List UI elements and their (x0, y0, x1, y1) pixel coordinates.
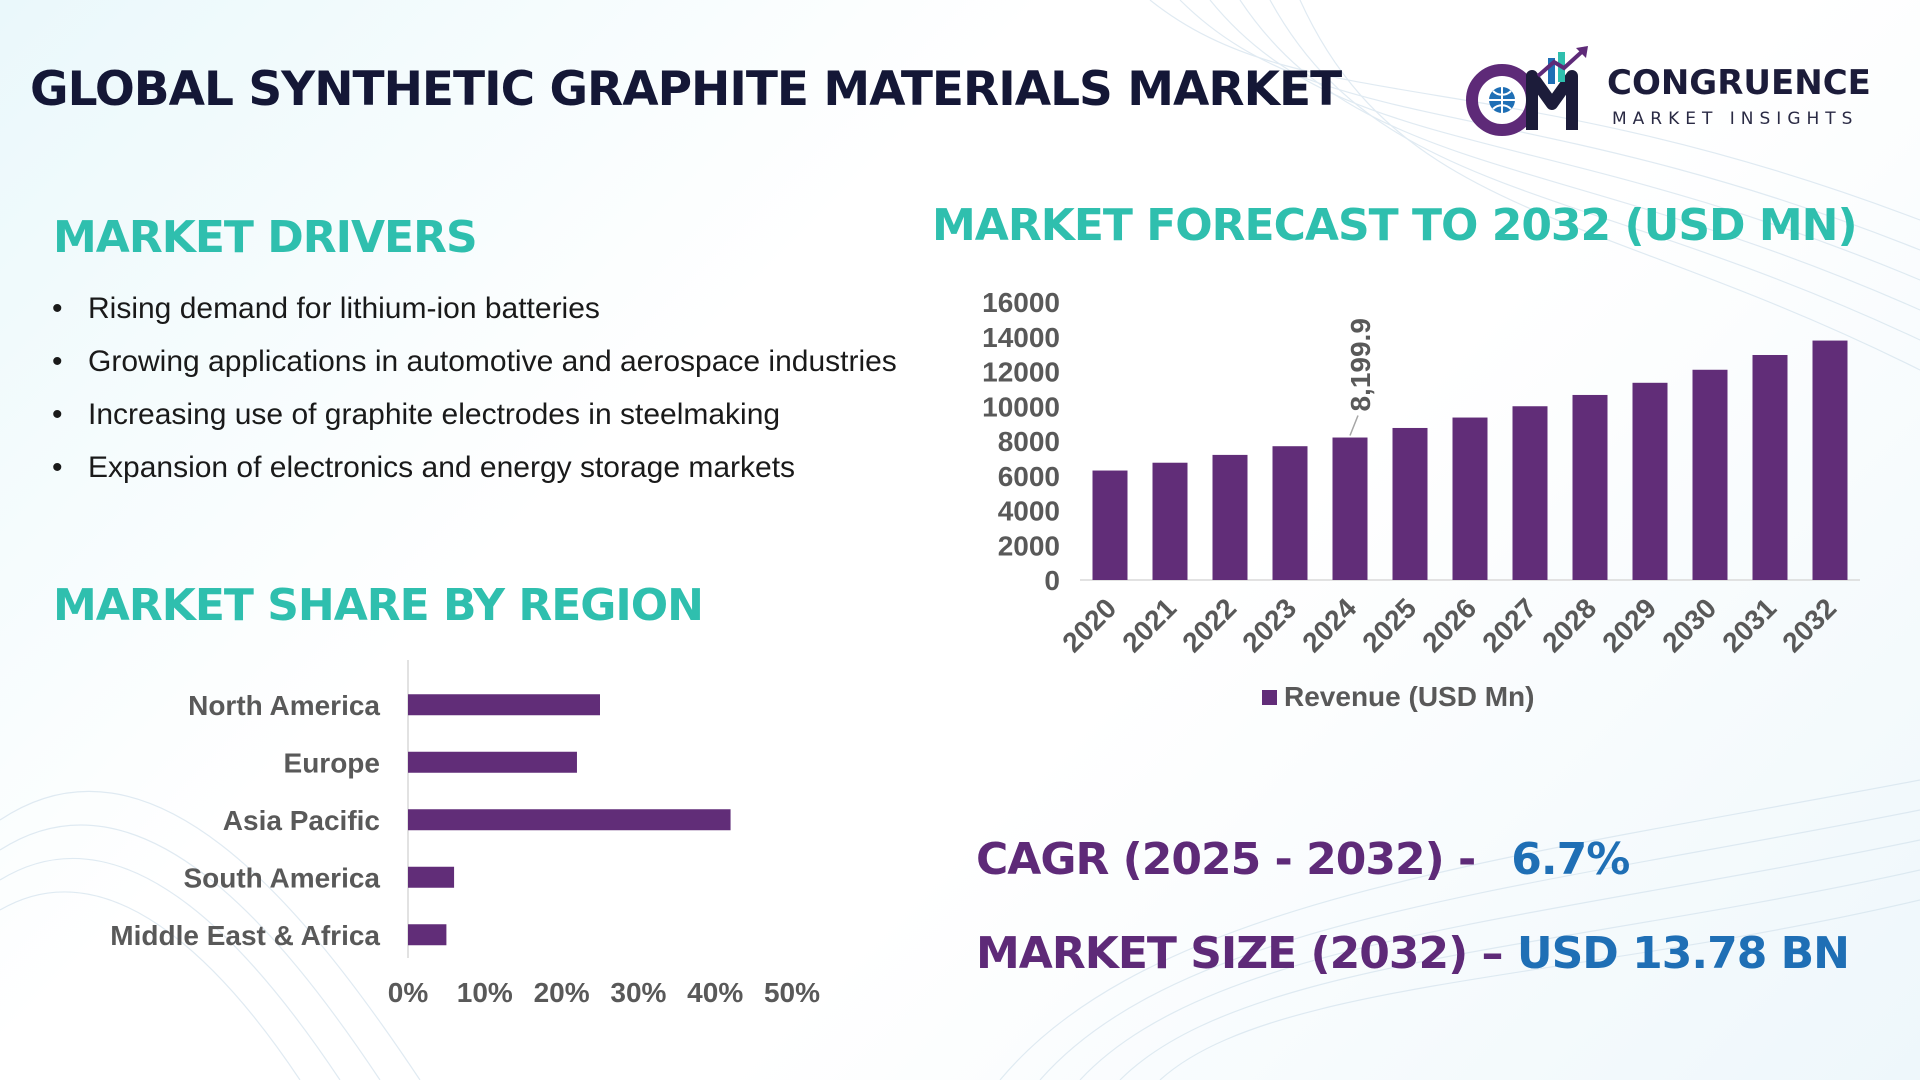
revenue-bar (1752, 354, 1788, 580)
driver-item: Increasing use of graphite electrodes in… (52, 388, 930, 441)
region-share-chart: North America Europe Asia Pacific South Ame… (110, 660, 820, 1008)
revenue-bar (1632, 382, 1668, 580)
x-tick-label: 2030 (1656, 592, 1722, 658)
driver-item: Rising demand for lithium-ion batteries (52, 282, 930, 335)
market-size-label: MARKET SIZE (2032) – (976, 928, 1504, 979)
revenue-bar (1512, 406, 1548, 580)
legend-entry: Revenue (USD Mn) (1284, 681, 1534, 712)
cagr-value: 6.7% (1511, 834, 1630, 885)
revenue-bar (1272, 446, 1308, 580)
revenue-bar (1572, 394, 1608, 580)
company-logo: CONGRUENCE MARKET INSIGHTS (1462, 46, 1902, 136)
cagr-label: CAGR (2025 - 2032) - (976, 834, 1476, 885)
y-tick-label: 12000 (982, 357, 1060, 388)
driver-item: Growing applications in automotive and a… (52, 335, 930, 388)
cmi-logo-icon (1466, 46, 1588, 136)
x-tick-label: 50% (764, 977, 820, 1008)
revenue-bar (1812, 340, 1848, 580)
market-drivers-list: Rising demand for lithium-ion batteries … (52, 282, 930, 494)
y-tick-label: 14000 (982, 322, 1060, 353)
x-tick-label: 2029 (1596, 592, 1662, 658)
x-tick-label: 2026 (1416, 592, 1482, 658)
region-label: North America (188, 690, 380, 721)
cagr-stat: CAGR (2025 - 2032) - 6.7% (976, 834, 1630, 885)
revenue-bar (1152, 462, 1188, 580)
driver-item: Expansion of electronics and energy stor… (52, 441, 930, 494)
region-label: South America (183, 862, 380, 893)
market-size-stat: MARKET SIZE (2032) – USD 13.78 BN (976, 928, 1850, 979)
y-tick-label: 6000 (998, 461, 1060, 492)
revenue-bar (1452, 417, 1488, 580)
y-tick-label: 2000 (998, 530, 1060, 561)
revenue-bar (1092, 470, 1128, 580)
x-tick-label: 2028 (1536, 592, 1602, 658)
revenue-bar (1392, 427, 1428, 580)
market-drivers-heading: MARKET DRIVERS (53, 212, 478, 263)
logo-name: CONGRUENCE (1607, 63, 1871, 103)
data-label-leader-line (1349, 415, 1359, 436)
market-share-heading: MARKET SHARE BY REGION (53, 580, 704, 631)
legend-swatch (1262, 690, 1277, 705)
x-tick-label: 2031 (1716, 592, 1782, 658)
y-tick-label: 8000 (998, 426, 1060, 457)
market-size-value: USD 13.78 BN (1516, 928, 1850, 979)
region-share-bar (408, 751, 577, 773)
region-label: Europe (284, 747, 380, 778)
y-tick-label: 4000 (998, 496, 1060, 527)
region-share-bar (408, 694, 600, 716)
x-tick-label: 2024 (1296, 592, 1362, 658)
revenue-bar (1212, 454, 1248, 580)
region-share-bar (408, 924, 447, 946)
x-tick-label: 2025 (1356, 592, 1422, 658)
x-tick-label: 0% (388, 977, 429, 1008)
x-tick-label: 2020 (1056, 592, 1122, 658)
region-share-bar (408, 866, 455, 888)
y-tick-label: 16000 (982, 287, 1060, 318)
logo-subtitle: MARKET INSIGHTS (1612, 109, 1859, 129)
region-label: Asia Pacific (223, 805, 380, 836)
x-tick-label: 2022 (1176, 592, 1242, 658)
x-tick-label: 30% (610, 977, 666, 1008)
x-tick-label: 20% (534, 977, 590, 1008)
x-tick-label: 2023 (1236, 592, 1302, 658)
x-tick-label: 10% (457, 977, 513, 1008)
x-tick-label: 2021 (1116, 592, 1182, 658)
y-tick-label: 0 (1044, 565, 1060, 596)
region-label: Middle East & Africa (110, 920, 380, 951)
x-tick-label: 2032 (1776, 592, 1842, 658)
region-share-bar (408, 809, 731, 831)
x-tick-label: 40% (687, 977, 743, 1008)
market-forecast-heading: MARKET FORECAST TO 2032 (USD MN) (932, 200, 1858, 251)
revenue-bar (1692, 369, 1728, 580)
y-tick-label: 10000 (982, 391, 1060, 422)
x-tick-label: 2027 (1476, 592, 1542, 658)
page-title: GLOBAL SYNTHETIC GRAPHITE MATERIALS MARK… (30, 62, 1342, 117)
data-label: 8,199.9 (1345, 318, 1376, 411)
revenue-bar (1332, 437, 1368, 580)
